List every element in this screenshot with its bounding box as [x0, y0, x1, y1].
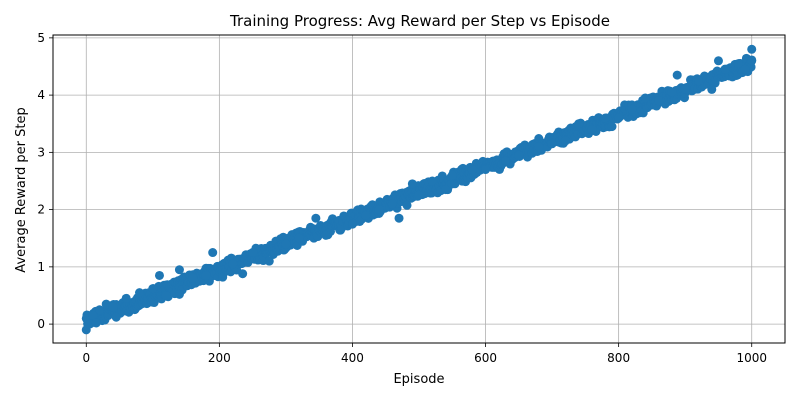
data-point — [374, 205, 384, 215]
grid — [53, 35, 785, 343]
y-axis-label: Average Reward per Step — [14, 107, 29, 272]
data-point — [574, 119, 584, 129]
data-point — [264, 256, 274, 266]
data-point — [402, 200, 412, 210]
data-point — [248, 248, 258, 258]
data-point — [514, 150, 524, 160]
data-point — [627, 104, 637, 114]
data-point — [347, 219, 357, 229]
data-point — [501, 156, 511, 166]
data-point — [587, 124, 597, 134]
data-point — [361, 210, 371, 220]
data-point — [707, 84, 717, 94]
y-tick-label: 3 — [37, 145, 45, 159]
data-point — [747, 56, 757, 66]
data-point — [667, 87, 677, 97]
data-point — [547, 139, 557, 149]
data-point — [713, 56, 723, 66]
x-tick-label: 400 — [341, 351, 364, 365]
x-tick-label: 200 — [208, 351, 231, 365]
y-tick-label: 2 — [37, 203, 45, 217]
data-point — [534, 142, 544, 152]
data-point — [407, 179, 417, 189]
data-point — [88, 311, 98, 321]
data-point — [680, 84, 690, 94]
data-point — [441, 185, 451, 195]
data-point — [447, 170, 457, 180]
data-point — [693, 76, 703, 86]
x-axis-ticks: 0 200 400 600 800 1000 — [82, 343, 767, 365]
data-point — [108, 302, 118, 312]
y-tick-label: 0 — [37, 317, 45, 331]
data-point — [560, 136, 570, 146]
data-point — [607, 122, 617, 132]
data-point — [740, 64, 750, 74]
data-point — [414, 190, 424, 200]
y-tick-label: 4 — [37, 88, 45, 102]
data-point — [467, 165, 477, 175]
data-point — [614, 113, 624, 123]
x-tick-label: 0 — [82, 351, 90, 365]
data-point — [228, 259, 238, 269]
data-points — [81, 44, 757, 335]
data-point — [747, 44, 757, 54]
data-point — [135, 288, 145, 298]
data-point — [201, 270, 211, 280]
x-tick-label: 600 — [474, 351, 497, 365]
data-point — [733, 59, 743, 69]
data-point — [640, 93, 650, 103]
data-point — [121, 293, 131, 303]
data-point — [481, 165, 491, 175]
y-axis-ticks: 0 1 2 3 4 5 — [37, 31, 53, 331]
data-point — [85, 319, 95, 329]
data-point — [238, 269, 248, 279]
data-point — [174, 265, 184, 275]
data-point — [188, 273, 198, 283]
data-point — [720, 64, 730, 74]
chart-title: Training Progress: Avg Reward per Step v… — [229, 12, 610, 30]
data-point — [218, 272, 228, 282]
data-point — [149, 298, 159, 308]
data-point — [174, 289, 184, 299]
x-tick-label: 1000 — [736, 351, 767, 365]
data-point — [427, 176, 437, 186]
data-point — [311, 213, 321, 223]
data-point — [208, 248, 218, 258]
plot-frame — [52, 34, 786, 344]
data-point — [672, 70, 682, 80]
data-point — [91, 318, 101, 328]
data-point — [321, 230, 331, 240]
data-point — [161, 290, 171, 300]
x-tick-label: 800 — [607, 351, 630, 365]
data-point — [600, 113, 610, 123]
data-point — [281, 239, 291, 249]
data-point — [111, 312, 121, 322]
data-point — [294, 233, 304, 243]
data-point — [148, 284, 158, 294]
y-tick-label: 1 — [37, 260, 45, 274]
x-axis-label: Episode — [393, 372, 444, 387]
data-point — [95, 305, 105, 315]
data-point — [154, 270, 164, 280]
data-point — [387, 199, 397, 209]
y-tick-label: 5 — [37, 31, 45, 45]
data-point — [654, 96, 664, 106]
data-point — [394, 213, 404, 223]
